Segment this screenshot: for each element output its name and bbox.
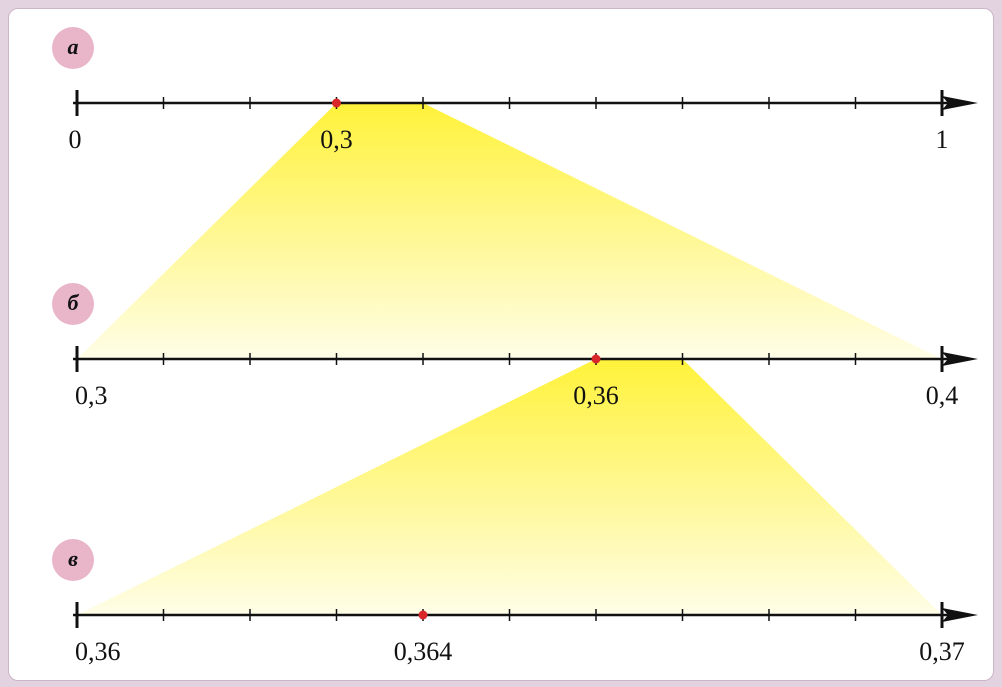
start-label: 0,3 (75, 381, 108, 410)
end-label: 0,37 (919, 637, 965, 666)
start-label: 0 (69, 125, 82, 154)
point (591, 354, 601, 364)
line-label: а (68, 34, 79, 59)
start-label: 0,36 (75, 637, 121, 666)
line-label: б (68, 290, 80, 315)
label-badge (52, 539, 94, 581)
zoom-highlight (77, 103, 942, 359)
arrow (942, 608, 978, 622)
point-label: 0,3 (320, 125, 353, 154)
end-label: 0,4 (926, 381, 959, 410)
end-label: 1 (936, 125, 949, 154)
label-badge (52, 27, 94, 69)
point (418, 610, 428, 620)
arrow (942, 96, 978, 110)
line-label: в (68, 546, 78, 571)
point (332, 98, 341, 108)
label-badge (52, 283, 94, 325)
zoom-highlight (77, 359, 942, 615)
point-label: 0,36 (573, 381, 619, 410)
point-label: 0,364 (394, 637, 453, 666)
arrow (942, 352, 978, 366)
